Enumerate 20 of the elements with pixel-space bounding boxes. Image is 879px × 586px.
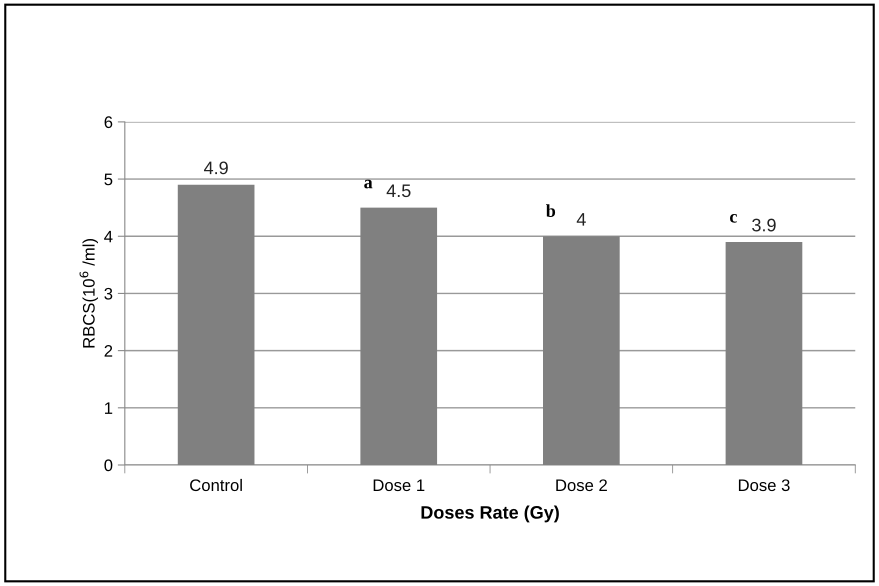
- y-tick-label: 0: [104, 459, 112, 472]
- data-label: 4.5: [386, 184, 411, 198]
- y-tick-label: 1: [105, 402, 112, 414]
- x-tick-label: Control: [190, 478, 242, 492]
- annotation: c: [730, 214, 737, 223]
- y-tick-label: 5: [104, 174, 112, 186]
- x-tick-label: Dose 3: [738, 479, 790, 492]
- data-label: 4: [576, 213, 586, 226]
- y-tick-label: 2: [104, 345, 112, 357]
- x-tick-label: Dose 1: [374, 479, 424, 492]
- x-tick-label: Dose 2: [556, 479, 607, 492]
- y-tick-label: 3: [104, 288, 112, 300]
- x-axis-title: Doses Rate (Gy): [422, 506, 559, 522]
- data-label: 4.9: [204, 161, 228, 174]
- annotation: b: [546, 204, 556, 217]
- annotation: a: [364, 180, 372, 188]
- y-axis-title: RBCS(10$^{6}$ /ml): [80, 239, 98, 348]
- y-tick-label: 6: [104, 116, 112, 128]
- data-label: 3.9: [752, 218, 776, 232]
- y-tick-label: 4: [104, 230, 113, 242]
